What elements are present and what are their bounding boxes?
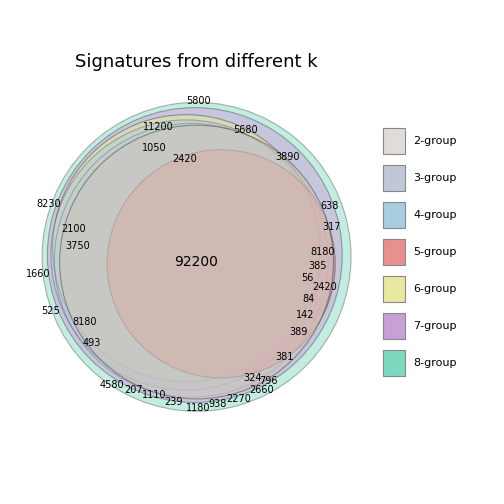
Text: 8230: 8230 xyxy=(37,199,61,209)
Text: 2-group: 2-group xyxy=(413,136,457,146)
Circle shape xyxy=(51,120,321,390)
Text: 4580: 4580 xyxy=(100,380,124,390)
FancyBboxPatch shape xyxy=(383,312,405,339)
Text: 389: 389 xyxy=(289,327,307,337)
Text: 324: 324 xyxy=(243,373,262,383)
Text: 6-group: 6-group xyxy=(413,284,457,294)
Text: 2420: 2420 xyxy=(172,154,197,163)
Text: 92200: 92200 xyxy=(174,255,219,269)
Text: 385: 385 xyxy=(308,261,327,271)
Text: 8180: 8180 xyxy=(310,246,335,257)
Circle shape xyxy=(107,150,335,378)
Text: 207: 207 xyxy=(124,385,143,395)
Circle shape xyxy=(59,125,334,399)
Text: 3890: 3890 xyxy=(276,152,300,162)
FancyBboxPatch shape xyxy=(383,239,405,265)
Text: 84: 84 xyxy=(303,294,315,304)
Text: 3-group: 3-group xyxy=(413,173,457,183)
Text: 2420: 2420 xyxy=(312,282,337,292)
Text: 1180: 1180 xyxy=(186,403,211,413)
FancyBboxPatch shape xyxy=(383,165,405,192)
Text: 525: 525 xyxy=(41,306,60,316)
Text: 7-group: 7-group xyxy=(413,321,457,331)
FancyBboxPatch shape xyxy=(383,202,405,228)
Text: 3750: 3750 xyxy=(65,241,90,251)
Text: 1110: 1110 xyxy=(142,391,167,401)
Text: 317: 317 xyxy=(323,222,341,232)
Title: Signatures from different k: Signatures from different k xyxy=(75,53,318,71)
Text: 1050: 1050 xyxy=(142,143,167,153)
Text: 2660: 2660 xyxy=(249,385,274,395)
Text: 381: 381 xyxy=(275,352,293,362)
Text: 5680: 5680 xyxy=(233,125,258,136)
Circle shape xyxy=(42,102,351,411)
Circle shape xyxy=(47,108,342,403)
Circle shape xyxy=(54,123,328,397)
Text: 56: 56 xyxy=(301,273,313,283)
Text: 938: 938 xyxy=(209,399,227,409)
Text: 796: 796 xyxy=(259,376,278,387)
Text: 5800: 5800 xyxy=(186,96,211,106)
Text: 4-group: 4-group xyxy=(413,210,457,220)
FancyBboxPatch shape xyxy=(383,128,405,154)
Text: 493: 493 xyxy=(82,338,100,348)
Text: 2100: 2100 xyxy=(61,224,86,234)
Text: 142: 142 xyxy=(296,310,314,320)
Text: 2270: 2270 xyxy=(226,394,251,404)
FancyBboxPatch shape xyxy=(383,276,405,302)
Text: 8-group: 8-group xyxy=(413,358,457,368)
Text: 8180: 8180 xyxy=(72,317,96,327)
Circle shape xyxy=(52,114,320,382)
Text: 1660: 1660 xyxy=(26,269,51,279)
Text: 239: 239 xyxy=(164,398,183,407)
Text: 638: 638 xyxy=(321,201,339,211)
FancyBboxPatch shape xyxy=(383,350,405,376)
Text: 11200: 11200 xyxy=(143,122,173,132)
Text: 5-group: 5-group xyxy=(413,247,457,257)
